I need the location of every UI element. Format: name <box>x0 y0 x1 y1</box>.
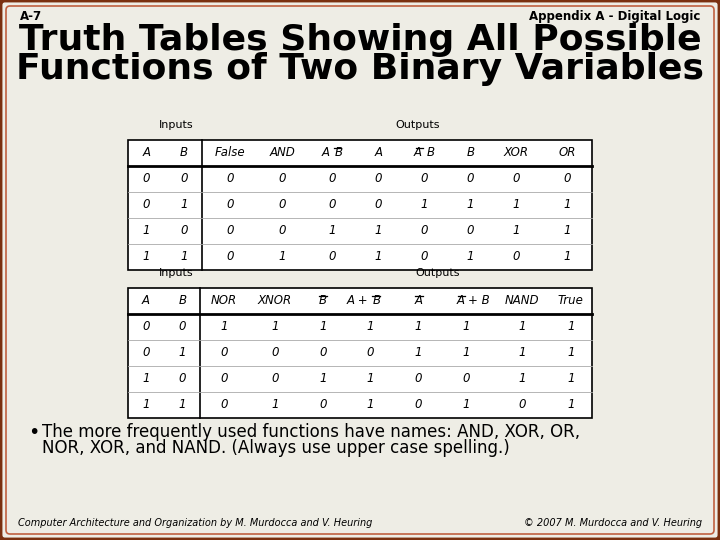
Text: 0: 0 <box>513 172 521 186</box>
Text: A: A <box>143 146 150 159</box>
Text: A +: A + <box>347 294 369 307</box>
Text: 1: 1 <box>518 347 526 360</box>
Text: 0: 0 <box>415 399 423 411</box>
Text: 0: 0 <box>563 172 570 186</box>
Text: The more frequently used functions have names: AND, XOR, OR,: The more frequently used functions have … <box>42 423 580 441</box>
Text: •: • <box>28 422 40 442</box>
Text: 1: 1 <box>143 373 150 386</box>
Text: 0: 0 <box>220 373 228 386</box>
Text: 1: 1 <box>567 347 575 360</box>
Text: 0: 0 <box>513 251 521 264</box>
Text: OR: OR <box>558 146 575 159</box>
Text: 1: 1 <box>463 399 470 411</box>
Text: 0: 0 <box>329 251 336 264</box>
Text: 0: 0 <box>518 399 526 411</box>
Text: A: A <box>415 294 423 307</box>
Text: A: A <box>413 146 422 159</box>
Text: B: B <box>319 294 327 307</box>
Text: Outputs: Outputs <box>396 120 440 130</box>
Text: 1: 1 <box>367 321 374 334</box>
Text: 0: 0 <box>319 347 326 360</box>
Text: 0: 0 <box>420 225 428 238</box>
Text: 0: 0 <box>271 373 279 386</box>
Text: 1: 1 <box>420 199 428 212</box>
Text: 1: 1 <box>367 373 374 386</box>
Text: B: B <box>426 146 435 159</box>
Text: 0: 0 <box>226 225 233 238</box>
Text: 1: 1 <box>271 321 279 334</box>
Text: B: B <box>179 294 186 307</box>
Text: 1: 1 <box>563 251 570 264</box>
Text: 0: 0 <box>375 199 382 212</box>
Text: 1: 1 <box>375 251 382 264</box>
Text: NOR, XOR, and NAND. (Always use upper case spelling.): NOR, XOR, and NAND. (Always use upper ca… <box>42 439 510 457</box>
Text: 0: 0 <box>367 347 374 360</box>
Text: 0: 0 <box>179 373 186 386</box>
Text: False: False <box>215 146 245 159</box>
Text: 1: 1 <box>513 225 521 238</box>
Text: 0: 0 <box>143 347 150 360</box>
Bar <box>128 288 592 418</box>
Text: 1: 1 <box>180 251 188 264</box>
Text: 1: 1 <box>319 321 326 334</box>
Text: 1: 1 <box>563 225 570 238</box>
Text: 0: 0 <box>220 347 228 360</box>
Text: A: A <box>374 146 382 159</box>
Text: 1: 1 <box>367 399 374 411</box>
Text: Inputs: Inputs <box>158 120 193 130</box>
Text: 1: 1 <box>467 199 474 212</box>
Text: 0: 0 <box>180 172 188 186</box>
Text: 1: 1 <box>180 199 188 212</box>
Text: 0: 0 <box>226 199 233 212</box>
Text: 0: 0 <box>415 373 423 386</box>
Text: AND: AND <box>269 146 295 159</box>
Text: 0: 0 <box>226 172 233 186</box>
Text: 0: 0 <box>279 199 286 212</box>
Text: 0: 0 <box>143 172 150 186</box>
Text: 0: 0 <box>319 399 326 411</box>
Bar <box>128 140 592 270</box>
Text: 0: 0 <box>220 399 228 411</box>
Text: 0: 0 <box>143 199 150 212</box>
Text: 1: 1 <box>567 373 575 386</box>
Text: 1: 1 <box>415 347 423 360</box>
Text: 1: 1 <box>143 251 150 264</box>
Text: 0: 0 <box>329 199 336 212</box>
Text: 1: 1 <box>518 373 526 386</box>
Text: Computer Architecture and Organization by M. Murdocca and V. Heuring: Computer Architecture and Organization b… <box>18 518 372 528</box>
Text: NOR: NOR <box>211 294 237 307</box>
Text: 1: 1 <box>415 321 423 334</box>
Text: 0: 0 <box>143 321 150 334</box>
Text: Appendix A - Digital Logic: Appendix A - Digital Logic <box>528 10 700 23</box>
Text: 0: 0 <box>467 172 474 186</box>
Text: 1: 1 <box>279 251 286 264</box>
Text: B: B <box>180 146 188 159</box>
Text: 1: 1 <box>567 399 575 411</box>
Text: Outputs: Outputs <box>415 268 460 278</box>
Text: Functions of Two Binary Variables: Functions of Two Binary Variables <box>16 52 704 86</box>
Text: 1: 1 <box>143 225 150 238</box>
Text: 1: 1 <box>179 347 186 360</box>
Text: 0: 0 <box>179 321 186 334</box>
Text: B: B <box>467 146 474 159</box>
Text: 1: 1 <box>179 399 186 411</box>
Text: 0: 0 <box>180 225 188 238</box>
Text: 1: 1 <box>563 199 570 212</box>
Text: 1: 1 <box>319 373 326 386</box>
Text: 0: 0 <box>279 172 286 186</box>
Text: XOR: XOR <box>504 146 529 159</box>
Text: 0: 0 <box>420 172 428 186</box>
Text: 0: 0 <box>329 172 336 186</box>
Text: 1: 1 <box>518 321 526 334</box>
Text: 1: 1 <box>513 199 521 212</box>
Text: 0: 0 <box>463 373 470 386</box>
Text: 0: 0 <box>279 225 286 238</box>
Text: 1: 1 <box>467 251 474 264</box>
Text: True: True <box>558 294 584 307</box>
Text: 1: 1 <box>463 321 470 334</box>
Text: Inputs: Inputs <box>158 268 193 278</box>
Text: A: A <box>322 146 330 159</box>
Text: 1: 1 <box>329 225 336 238</box>
Text: 0: 0 <box>375 172 382 186</box>
